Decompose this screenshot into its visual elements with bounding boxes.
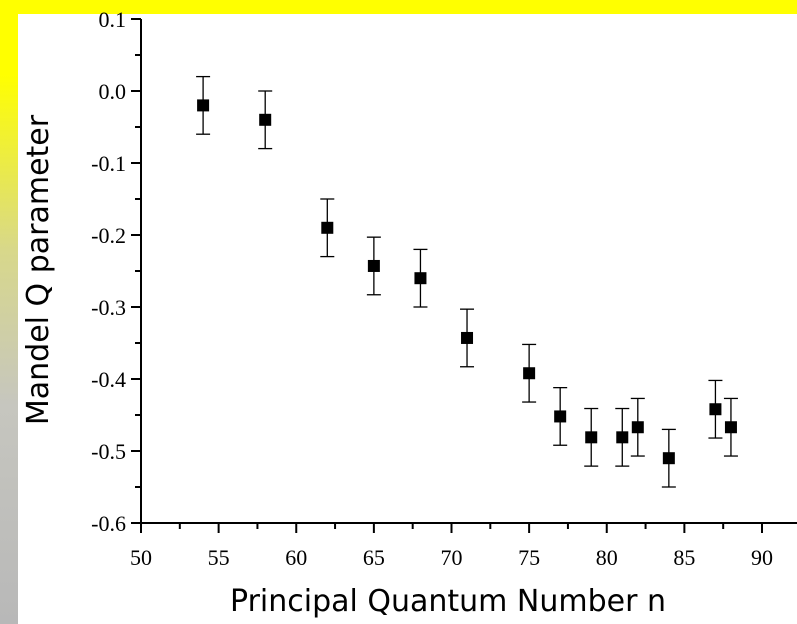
x-axis-title: Principal Quantum Number n [230, 584, 666, 619]
data-point-marker [662, 452, 675, 465]
x-tick-label: 75 [518, 545, 540, 570]
data-point-marker [367, 259, 380, 272]
x-tick-label: 70 [441, 545, 463, 570]
x-tick-label: 50 [130, 545, 152, 570]
y-tick-label: -0.6 [91, 511, 126, 536]
y-tick-label: 0.1 [99, 7, 127, 32]
x-tick-label: 55 [208, 545, 230, 570]
data-point-marker [631, 421, 644, 434]
x-tick-label: 80 [596, 545, 618, 570]
error-bars [196, 75, 738, 488]
data-point-marker [259, 113, 272, 126]
data-point-marker [724, 421, 737, 434]
data-point-marker [616, 431, 629, 444]
data-point-marker [554, 410, 567, 423]
y-tick-label: 0.0 [99, 79, 127, 104]
y-tick-label: -0.3 [91, 295, 126, 320]
data-point-marker [709, 403, 722, 416]
data-markers [197, 99, 737, 465]
y-tick-label: -0.2 [91, 223, 126, 248]
data-point-marker [585, 431, 598, 444]
ticks [131, 18, 763, 533]
x-tick-label: 90 [751, 545, 773, 570]
y-tick-labels: 0.1 0.0 -0.1 -0.2 -0.3 -0.4 -0.5 -0.6 [91, 7, 126, 536]
y-tick-label: -0.1 [91, 151, 126, 176]
x-tick-label: 85 [673, 545, 695, 570]
y-tick-label: -0.4 [91, 367, 126, 392]
x-tick-label: 65 [363, 545, 385, 570]
data-point-marker [197, 99, 210, 112]
axes [140, 19, 797, 524]
x-tick-labels: 50 55 60 65 70 75 80 85 90 [130, 545, 773, 570]
y-axis-title: Mandel Q parameter [21, 114, 56, 425]
left-gradient-bar [0, 0, 18, 624]
y-tick-label: -0.5 [91, 439, 126, 464]
data-point-marker [321, 221, 334, 234]
x-tick-label: 60 [285, 545, 307, 570]
data-point-marker [461, 331, 474, 344]
data-point-marker [523, 367, 536, 380]
top-banner-bar [0, 0, 797, 14]
data-point-marker [414, 272, 427, 285]
